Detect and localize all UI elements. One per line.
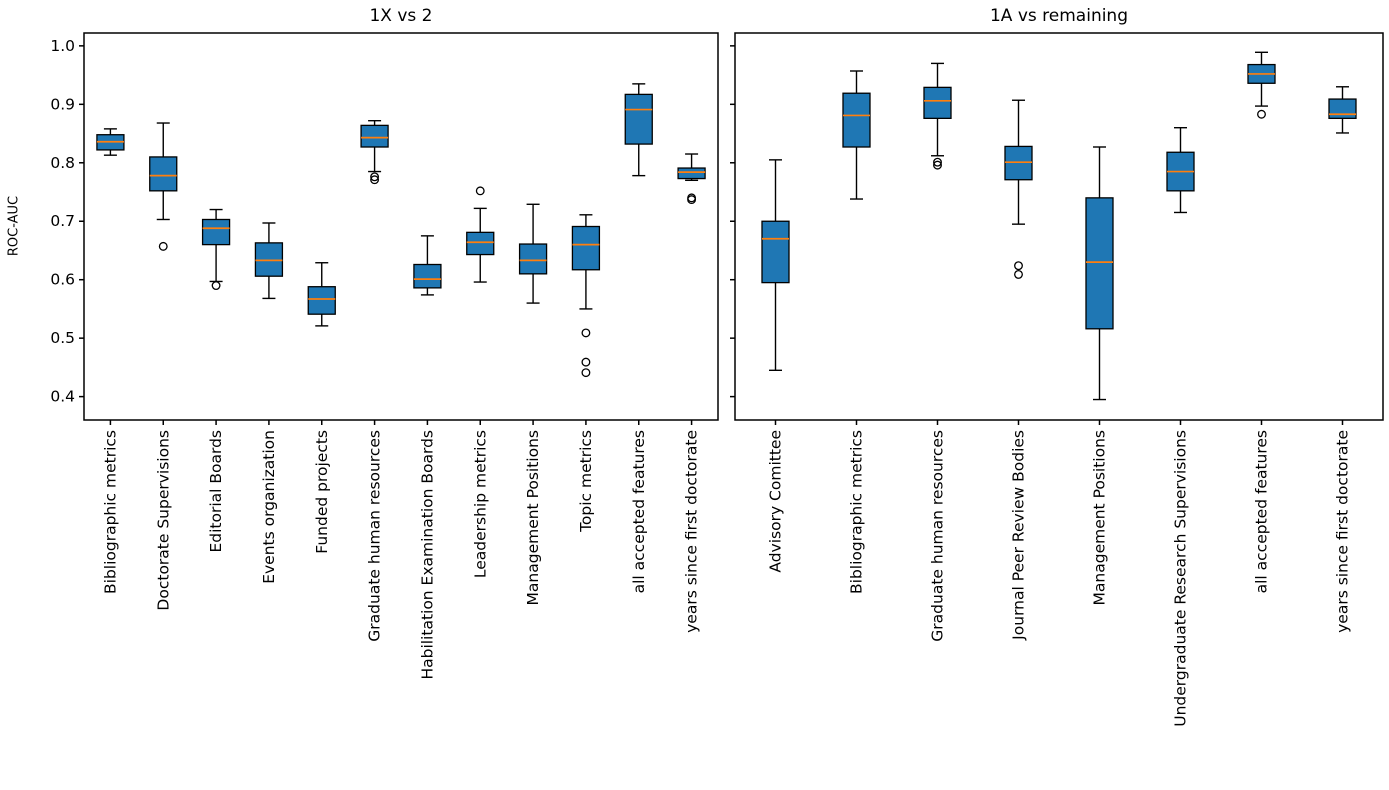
outlier-marker [687,195,697,205]
outlier-marker [581,368,591,378]
box-graduate-human-resources: Graduate human resources [923,62,952,642]
category-label: Management Positions [524,430,542,605]
box-all-accepted-features: all accepted features [624,83,653,593]
category-label: Habilitation Examination Boards [418,430,436,680]
outlier-marker [1257,109,1266,119]
box-bibliographic-metrics: Bibliographic metrics [842,70,871,594]
box-management-positions: Management Positions [518,203,548,605]
right-panel-frame [734,32,1384,421]
category-label: Funded projects [313,430,331,554]
outlier-marker [158,241,168,251]
category-label: Leadership metrics [471,430,489,578]
outlier-marker [581,328,591,338]
box-habilitation-examination-boards: Habilitation Examination Boards [413,235,442,680]
left-panel-y-axis: 0.4 0.5 0.6 0.7 0.8 0.9 1.0 [50,37,84,406]
y-tick-label: 0.9 [50,95,75,113]
category-label: Topic metrics [577,430,595,533]
category-label: years since first doctorate [1334,430,1352,633]
box-journal-peer-review-bodies: Journal Peer Review Bodies [1004,99,1033,641]
y-tick-label: 0.4 [50,388,75,406]
category-label: all accepted features [630,430,648,593]
outlier-marker [370,175,380,185]
left-panel: 0.4 0.5 0.6 0.7 0.8 0.9 1.0 Bibliographic metri… [50,32,719,680]
box-events-organization: Events organization [254,222,284,584]
outlier-marker [933,160,942,170]
box-graduate-human-resources: Graduate human resources [360,119,389,642]
iqr-box [923,86,952,120]
y-tick-label: 1.0 [50,37,75,55]
box-all-accepted-features: all accepted features [1247,51,1276,593]
iqr-box [307,286,336,315]
category-label: Graduate human resources [929,430,947,642]
box-management-positions: Management Positions [1085,146,1114,605]
category-label: Undergraduate Research Supervisions [1172,430,1190,727]
outlier-marker [370,172,380,182]
category-label: Journal Peer Review Bodies [1010,430,1028,641]
category-label: all accepted features [1253,430,1271,593]
right-panel: Advisory Comittee Bibliographic metrics Gr… [730,32,1384,727]
outlier-marker [933,157,942,167]
y-tick-label: 0.7 [50,212,75,230]
outlier-marker [211,281,221,290]
box-leadership-metrics: Leadership metrics [466,186,495,578]
category-label: Editorial Boards [207,430,225,553]
box-years-since-first-doctorate: years since first doctorate [1328,86,1357,633]
iqr-box [201,218,231,246]
iqr-box [1085,197,1114,330]
iqr-box [1328,98,1357,120]
left-panel-title: 1X vs 2 [369,6,433,26]
category-label: Bibliographic metrics [101,430,119,594]
category-label: Doctorate Supervisions [154,430,172,611]
box-editorial-boards: Editorial Boards [201,208,231,553]
category-label: Bibliographic metrics [848,430,866,594]
iqr-box [466,231,495,256]
iqr-box [842,92,871,148]
box-topic-metrics: Topic metrics [571,214,601,533]
right-panel-title: 1A vs remaining [989,6,1129,26]
category-label: Advisory Comittee [767,430,785,573]
box-doctorate-supervisions: Doctorate Supervisions [149,122,178,611]
left-panel-frame [83,32,719,421]
category-label: Graduate human resources [366,430,384,642]
box-bibliographic-metrics: Bibliographic metrics [96,128,125,594]
right-panel-y-axis [730,45,735,398]
outlier-marker [1014,269,1023,279]
iqr-box [571,225,601,271]
category-label: years since first doctorate [683,430,701,633]
iqr-box [1004,145,1033,181]
box-advisory-comittee: Advisory Comittee [761,159,790,573]
outlier-marker [581,357,591,367]
outlier-marker [1014,261,1023,271]
category-label: Events organization [260,430,278,584]
category-label: Management Positions [1091,430,1109,605]
iqr-box [149,156,178,192]
iqr-box [624,93,653,145]
iqr-box [254,242,284,277]
iqr-box [518,243,548,275]
y-tick-label: 0.6 [50,271,75,289]
box-years-since-first-doctorate: years since first doctorate [677,153,706,633]
iqr-box [360,124,389,148]
iqr-box [761,220,790,284]
y-tick-label: 0.8 [50,154,75,172]
outlier-marker [475,186,485,196]
y-tick-label: 0.5 [50,329,75,347]
iqr-box [677,167,706,180]
box-undergraduate-research-supervisions: Undergraduate Research Supervisions [1166,127,1195,727]
iqr-box [413,263,442,289]
box-funded-projects: Funded projects [307,262,336,554]
